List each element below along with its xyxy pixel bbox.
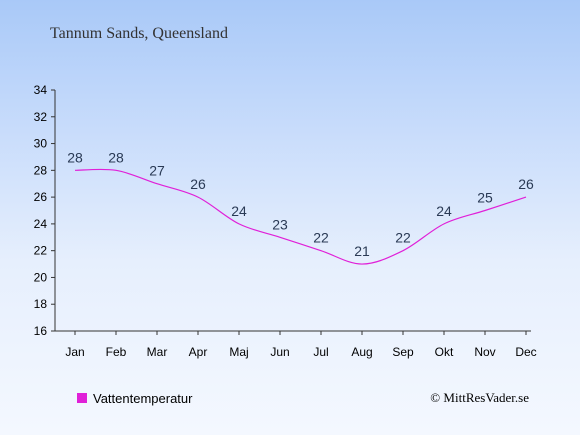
y-tick-label: 24 [34, 217, 48, 231]
x-tick-label: Jan [65, 345, 84, 359]
x-tick-label: Aug [351, 345, 372, 359]
x-tick-label: Apr [189, 345, 208, 359]
y-tick-label: 26 [34, 190, 48, 204]
legend-swatch [77, 393, 87, 403]
data-label: 26 [190, 176, 206, 192]
chart-title: Tannum Sands, Queensland [50, 25, 228, 42]
data-label: 28 [108, 149, 124, 165]
data-label: 22 [313, 230, 329, 246]
legend: Vattentemperatur [77, 391, 193, 406]
y-tick-label: 20 [34, 270, 48, 284]
y-tick-label: 30 [34, 137, 48, 151]
series-group [74, 168, 527, 265]
x-tick-label: Okt [435, 345, 454, 359]
y-tick-label: 34 [34, 83, 48, 97]
data-label: 24 [436, 203, 452, 219]
x-tick-label: Feb [106, 345, 127, 359]
y-tick-label: 18 [34, 297, 48, 311]
data-labels: 28 28 27 26 24 23 22 21 22 24 25 26 [67, 149, 534, 259]
y-tick-label: 28 [34, 163, 48, 177]
legend-label: Vattentemperatur [93, 391, 193, 406]
y-tick-label: 22 [34, 244, 48, 258]
x-tick-label: Dec [515, 345, 536, 359]
data-label: 25 [477, 190, 493, 206]
y-tick-label: 16 [34, 324, 48, 338]
x-tick-label: Mar [147, 345, 168, 359]
x-tick-label: Nov [474, 345, 495, 359]
data-label: 23 [272, 216, 288, 232]
data-label: 27 [149, 163, 165, 179]
x-tick-label: Maj [229, 345, 248, 359]
series-line [74, 168, 527, 265]
x-tick-label: Jun [270, 345, 289, 359]
data-label: 22 [395, 230, 411, 246]
x-axis-ticks: Jan Feb Mar Apr Maj Jun Jul Aug Sep Okt Nov Dec [65, 331, 537, 359]
data-label: 24 [231, 203, 247, 219]
y-tick-label: 32 [34, 110, 48, 124]
x-tick-label: Sep [392, 345, 414, 359]
x-tick-label: Jul [313, 345, 328, 359]
axes [54, 90, 531, 332]
copyright-text: © MittResVader.se [430, 390, 529, 405]
y-axis-ticks: 16 18 20 22 24 26 28 30 32 34 [34, 83, 55, 338]
data-label: 21 [354, 243, 370, 259]
data-label: 28 [67, 149, 83, 165]
data-label: 26 [518, 176, 534, 192]
